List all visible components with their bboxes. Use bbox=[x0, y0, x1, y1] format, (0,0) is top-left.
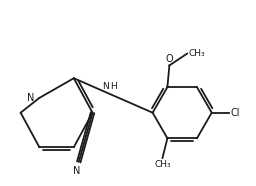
Text: H: H bbox=[110, 81, 116, 91]
Text: CH₃: CH₃ bbox=[188, 49, 205, 58]
Text: N: N bbox=[27, 93, 34, 103]
Text: N: N bbox=[103, 81, 109, 91]
Text: Cl: Cl bbox=[230, 108, 240, 118]
Text: O: O bbox=[166, 54, 173, 65]
Text: N: N bbox=[73, 166, 80, 176]
Text: CH₃: CH₃ bbox=[154, 160, 171, 169]
